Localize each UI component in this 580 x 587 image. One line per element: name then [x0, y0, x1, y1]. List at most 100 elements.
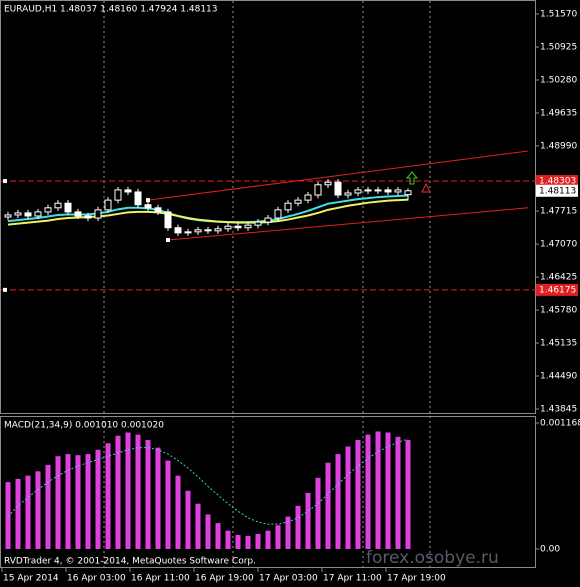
- last-price-box: [536, 184, 578, 197]
- candle-body: [224, 225, 232, 230]
- histogram-bar: [285, 516, 291, 549]
- x-tick-label: 17 Apr 11:00: [323, 574, 382, 584]
- candle-body: [304, 194, 312, 201]
- buy-arrow: [405, 171, 419, 185]
- y-tick-label: 1.50925: [540, 42, 577, 52]
- histogram-bar: [165, 460, 171, 549]
- histogram-bar: [175, 475, 181, 549]
- histogram-bar: [35, 471, 41, 549]
- candle-body: [94, 209, 102, 219]
- trend-handle: [166, 238, 170, 243]
- candle-body: [204, 229, 212, 232]
- y-tick-label: 1.45135: [540, 339, 577, 349]
- histogram-bar: [215, 523, 221, 549]
- histogram-bar: [5, 482, 11, 549]
- histogram-bar: [405, 440, 411, 549]
- histogram-bar: [265, 530, 271, 549]
- main-panel: [0, 0, 536, 414]
- y-tick-label: 1.47070: [540, 240, 577, 250]
- candle-body: [374, 189, 382, 192]
- trend-line: [147, 150, 529, 201]
- y-tick-label: 1.43845: [540, 405, 577, 415]
- histogram-bar: [85, 454, 91, 549]
- histogram-bar: [325, 462, 331, 549]
- histogram-bar: [315, 477, 321, 549]
- candle-body: [164, 211, 172, 229]
- histogram-bar: [65, 454, 71, 549]
- candle-body: [124, 189, 132, 193]
- candle-body: [364, 189, 372, 192]
- y-tick-label: 1.49635: [540, 108, 577, 118]
- histogram-bar: [205, 514, 211, 549]
- histogram-bar: [385, 432, 391, 549]
- y-tick-label: 0.00: [540, 544, 560, 554]
- y-tick-label: 1.45780: [540, 306, 577, 316]
- candle-body: [314, 184, 322, 196]
- histogram-bar: [235, 534, 241, 549]
- y-tick-label: 1.51570: [540, 10, 577, 20]
- level-handle: [3, 287, 7, 292]
- histogram-bar: [45, 464, 51, 549]
- candle-body: [54, 202, 62, 209]
- histogram-bar: [345, 446, 351, 549]
- histogram-bar: [25, 475, 31, 549]
- candle-body: [234, 225, 242, 229]
- level-label: 1.46175: [539, 285, 576, 295]
- level-handle: [3, 179, 7, 184]
- histogram-bar: [245, 536, 251, 549]
- histogram-bar: [305, 492, 311, 549]
- histogram-bar: [335, 454, 341, 549]
- level-label-box: [536, 175, 578, 188]
- candle-body: [294, 199, 302, 204]
- histogram-bar: [105, 443, 111, 549]
- trend-handle: [146, 198, 150, 203]
- candle-body: [24, 212, 32, 217]
- candle-body: [84, 215, 92, 219]
- histogram-bar: [365, 434, 371, 549]
- candle-body: [254, 221, 262, 226]
- chart-title: EURAUD,H1 1.48037 1.48160 1.47924 1.4811…: [4, 5, 218, 15]
- candle-body: [354, 189, 362, 194]
- copyright: RVDTrader 4, © 2001-2014, MetaQuotes Sof…: [4, 557, 256, 567]
- candle-body: [144, 204, 152, 209]
- moving-average: [7, 198, 409, 226]
- candle-body: [194, 229, 202, 233]
- histogram-bar: [115, 435, 121, 549]
- histogram-bar: [395, 436, 401, 549]
- candle-body: [334, 181, 342, 196]
- level-label: 1.48303: [539, 177, 576, 187]
- histogram-bar: [155, 447, 161, 549]
- histogram-bar: [55, 456, 61, 549]
- last-price-label: 1.48113: [539, 186, 576, 196]
- candle-body: [14, 212, 22, 216]
- candle-body: [174, 227, 182, 234]
- candle-body: [344, 192, 352, 196]
- candle-body: [44, 207, 52, 213]
- y-tick-label: 1.44490: [540, 372, 577, 382]
- signal-line: [7, 438, 409, 525]
- x-tick-label: 16 Apr 19:00: [195, 574, 254, 584]
- x-tick-label: 17 Apr 19:00: [387, 574, 446, 584]
- alert-marker: [421, 182, 431, 193]
- histogram-bar: [125, 432, 131, 549]
- level-label-box: [536, 283, 578, 296]
- candle-body: [264, 217, 272, 223]
- candle-body: [74, 211, 82, 217]
- watermark: forex.osobye.ru: [366, 548, 499, 568]
- candle-body: [394, 189, 402, 193]
- x-tick-label: 17 Apr 03:00: [259, 574, 318, 584]
- histogram-bar: [75, 455, 81, 549]
- y-tick-label: 1.47715: [540, 207, 577, 217]
- histogram-bar: [135, 434, 141, 549]
- macd-panel: [0, 416, 536, 568]
- histogram-bar: [295, 505, 301, 549]
- histogram-bar: [275, 525, 281, 549]
- candle-body: [214, 228, 222, 232]
- histogram-bar: [355, 440, 361, 549]
- candle-body: [64, 202, 72, 213]
- histogram-bar: [195, 503, 201, 549]
- y-tick-label: 1.46425: [540, 273, 577, 283]
- y-tick-label: 1.48990: [540, 141, 577, 151]
- candle-body: [384, 189, 392, 193]
